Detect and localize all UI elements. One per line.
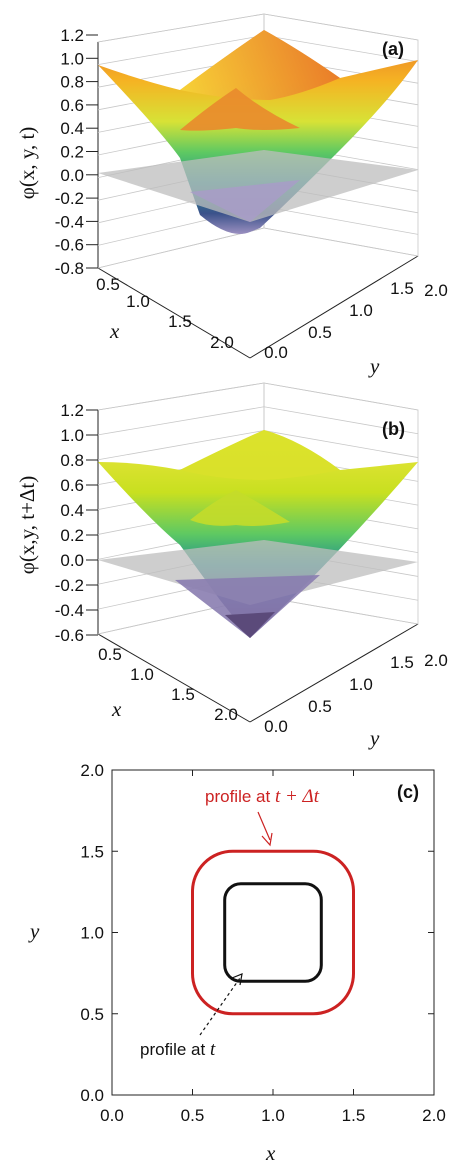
y-axis-label-c: y	[28, 919, 40, 943]
ticks-c: 0.0 0.5 1.0 1.5 2.0 0.0 0.5 1.0 1.5 2.0	[80, 761, 445, 1125]
x-axis-label-a: x	[109, 319, 120, 343]
y-tick-label: 0.0	[80, 1086, 104, 1105]
y-tick-label: 1.0	[349, 301, 373, 320]
x-ticks-b: 0.5 1.0 1.5 2.0	[98, 645, 238, 724]
annotation-arrow-outer	[257, 811, 271, 841]
panel-b: 1.2 1.0 0.8 0.6 0.4 0.2 0.0 -0.2 -0.4 -0.6 0.5 1.0…	[15, 382, 448, 750]
surface-b-ridge	[190, 490, 290, 526]
arrow-head-outer	[261, 832, 273, 847]
surface-a	[98, 30, 418, 234]
y-tick-label: 2.0	[424, 651, 448, 670]
panel-label-c: (c)	[397, 782, 419, 802]
y-ticks-b: 0.0 0.5 1.0 1.5 2.0	[264, 651, 448, 736]
contour-curve	[223, 882, 323, 983]
surface-b-back	[180, 430, 340, 480]
x-tick-label: 0.5	[98, 645, 122, 664]
x-tick-label: 1.0	[130, 665, 154, 684]
y-axis-line-b	[249, 623, 419, 723]
y-ticks-a: 0.0 0.5 1.0 1.5 2.0	[264, 279, 448, 362]
x-tick-label: 1.0	[126, 292, 150, 311]
grid-line	[97, 13, 419, 43]
z-tick-label: -0.8	[55, 259, 84, 278]
x-tick-label: 0.5	[181, 1106, 205, 1125]
contour-curve	[191, 849, 355, 1016]
y-axis-line	[249, 255, 419, 359]
x-tick-label: 1.5	[168, 312, 192, 331]
annotations-c: profile at t + Δt profile at t	[140, 786, 320, 1060]
y-tick-label: 1.5	[80, 842, 104, 861]
x-tick-label: 1.0	[261, 1106, 285, 1125]
z-tick-label: 0.0	[60, 551, 84, 570]
x-tick-label: 2.0	[210, 333, 234, 352]
z-tick-label: 0.6	[60, 476, 84, 495]
x-axis-line-b	[97, 633, 251, 723]
y-tick-label: 0.5	[308, 323, 332, 342]
x-axis-label-c: x	[265, 1141, 276, 1163]
z-tick-label: 0.0	[60, 166, 84, 185]
z-tick-label: -0.2	[55, 189, 84, 208]
x-axis-label-b: x	[111, 697, 122, 721]
z-tick-label: 0.4	[60, 119, 84, 138]
panel-c: 0.0 0.5 1.0 1.5 2.0 0.0 0.5 1.0 1.5 2.0 profile a…	[28, 761, 446, 1163]
y-tick-label: 1.0	[80, 924, 104, 943]
x-tick-label: 1.5	[342, 1106, 366, 1125]
cone-b-tip	[225, 612, 275, 638]
z-tick-label: -0.2	[55, 576, 84, 595]
z-tick-label: 1.0	[60, 426, 84, 445]
grid-line	[97, 382, 419, 411]
y-tick-label: 2.0	[80, 761, 104, 780]
y-tick-label: 0.5	[308, 697, 332, 716]
annotation-inner: profile at t	[140, 1039, 216, 1060]
x-tick-label: 2.0	[214, 705, 238, 724]
surface-a-ridge	[180, 88, 300, 131]
z-tick-label: -0.6	[55, 626, 84, 645]
y-tick-label: 1.5	[390, 653, 414, 672]
cone-a	[190, 180, 300, 222]
surface-b	[98, 430, 418, 638]
zero-plane-b	[98, 540, 418, 605]
panel-a: 1.2 1.0 0.8 0.6 0.4 0.2 0.0 -0.2 -0.4 -0.6 -0.8 0.…	[15, 13, 448, 378]
z-tick-label: 1.2	[60, 401, 84, 420]
annotation-outer: profile at t + Δt	[205, 786, 320, 807]
z-ticks-b: 1.2 1.0 0.8 0.6 0.4 0.2 0.0 -0.2 -0.4 -0.6	[55, 401, 98, 645]
arrow-head-inner	[231, 973, 243, 986]
x-tick-label: 0.5	[96, 275, 120, 294]
z-axis-label-b: φ(x,y, t+Δt)	[15, 476, 39, 575]
grid-line	[97, 406, 419, 436]
panel-label-b: (b)	[382, 419, 405, 439]
x-ticks-a: 0.5 1.0 1.5 2.0	[96, 275, 234, 352]
panel-label-a: (a)	[382, 39, 404, 59]
z-tick-label: 1.0	[60, 49, 84, 68]
y-tick-label: 2.0	[424, 281, 448, 300]
plot-frame-c	[111, 769, 435, 1096]
z-tick-label: -0.4	[55, 601, 84, 620]
curves-c	[191, 849, 355, 1016]
y-tick-label: 0.0	[264, 717, 288, 736]
z-tick-label: 0.8	[60, 451, 84, 470]
z-ticks-a: 1.2 1.0 0.8 0.6 0.4 0.2 0.0 -0.2 -0.4 -0.6 -0.8	[55, 26, 98, 278]
y-tick-label: 0.5	[80, 1005, 104, 1024]
z-axis-label-a: φ(x, y, t)	[15, 127, 39, 200]
x-tick-label: 1.5	[171, 685, 195, 704]
y-axis-label-a: y	[368, 354, 380, 378]
y-tick-label: 1.0	[349, 675, 373, 694]
z-tick-label: 0.4	[60, 501, 84, 520]
cone-b	[175, 575, 320, 638]
z-tick-label: 0.8	[60, 73, 84, 92]
z-tick-label: 0.6	[60, 96, 84, 115]
z-tick-label: 0.2	[60, 143, 84, 162]
x-tick-label: 0.0	[100, 1106, 124, 1125]
z-tick-label: 1.2	[60, 26, 84, 45]
x-tick-label: 2.0	[422, 1106, 446, 1125]
grid-line	[97, 227, 419, 269]
y-axis-label-b: y	[368, 726, 380, 750]
z-tick-label: -0.6	[55, 236, 84, 255]
z-tick-label: 0.2	[60, 526, 84, 545]
y-tick-label: 0.0	[264, 343, 288, 362]
x-axis-line	[97, 267, 251, 359]
y-tick-label: 1.5	[390, 279, 414, 298]
z-tick-label: -0.4	[55, 212, 84, 231]
surface-a-back	[180, 30, 340, 100]
